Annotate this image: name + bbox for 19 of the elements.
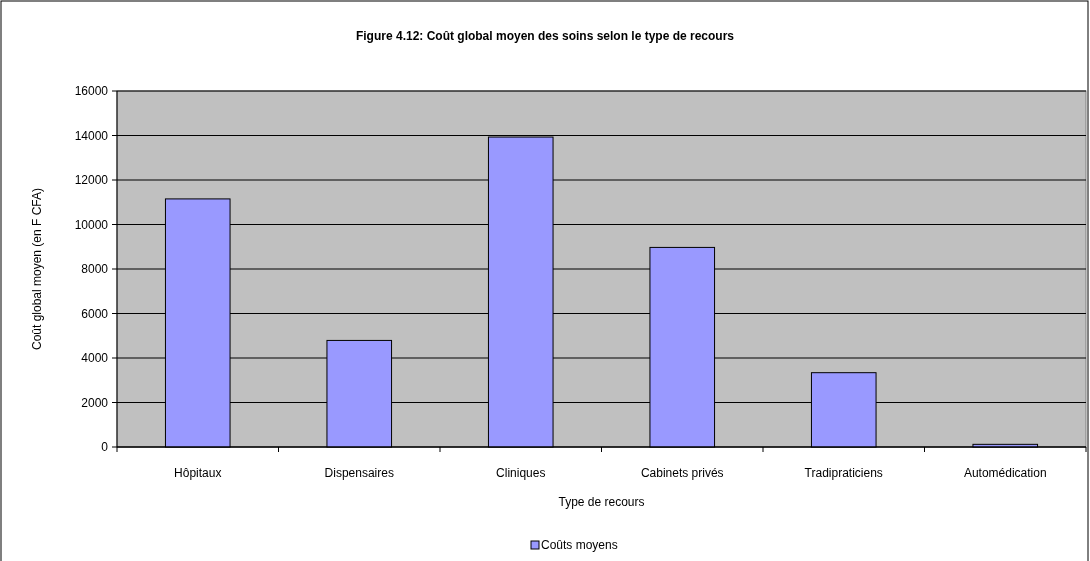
x-axis-title: Type de recours — [558, 495, 645, 509]
y-tick-label: 6000 — [81, 306, 109, 321]
y-tick-label: 10000 — [74, 217, 109, 232]
x-tick-label: Cliniques — [496, 466, 546, 480]
y-tick-label: 16000 — [74, 84, 109, 98]
x-tick-label: Cabinets privés — [640, 466, 724, 480]
x-tick-label: Hôpitaux — [174, 466, 222, 480]
y-tick-label: 4000 — [81, 351, 109, 365]
y-tick-label: 8000 — [81, 262, 109, 276]
y-axis-title: Coût global moyen (en F CFA) — [30, 187, 44, 351]
chart-title: Figure 4.12: Coût global moyen des soins selon le type de recours — [355, 29, 735, 43]
x-tick-label: Dispensaires — [324, 466, 394, 480]
x-tick-label: Automédication — [963, 466, 1047, 480]
y-tick-label: 2000 — [81, 395, 109, 410]
legend-label: Coûts moyens — [541, 538, 618, 552]
x-tick-label: Tradipraticiens — [804, 466, 883, 480]
y-tick-label: 12000 — [74, 173, 109, 187]
y-tick-label: 0 — [101, 440, 109, 454]
y-tick-label: 14000 — [74, 128, 109, 143]
